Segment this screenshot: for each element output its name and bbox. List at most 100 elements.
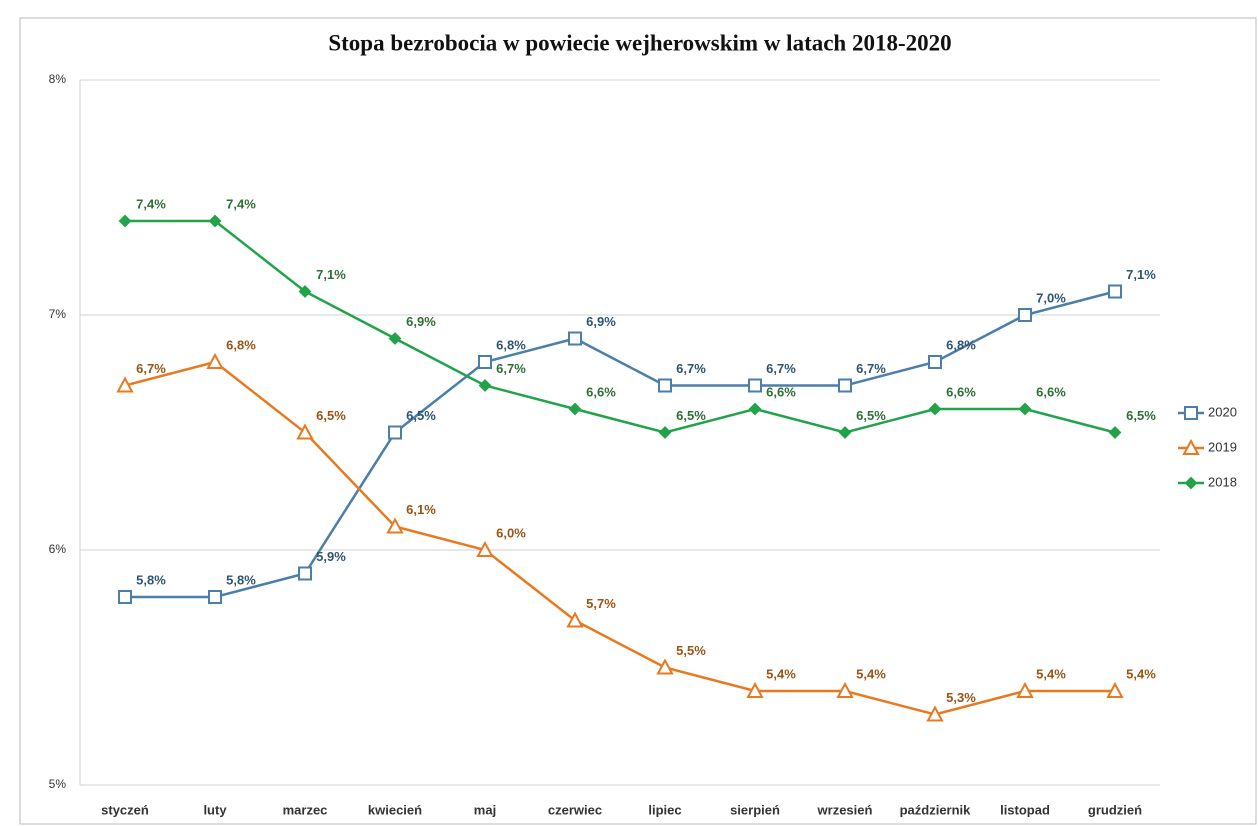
data-label: 6,6%	[586, 384, 616, 399]
data-label: 6,8%	[496, 337, 526, 352]
chart-title: Stopa bezrobocia w powiecie wejherowskim…	[328, 30, 951, 55]
series-marker	[838, 378, 852, 393]
series-marker	[926, 705, 944, 722]
series-marker	[478, 379, 492, 392]
series-marker	[118, 214, 132, 228]
data-label: 6,7%	[766, 361, 796, 376]
x-tick-label: sierpień	[730, 802, 780, 817]
series-marker	[208, 214, 222, 228]
series-marker	[566, 611, 584, 628]
data-label: 7,1%	[1126, 267, 1156, 282]
x-tick-label: czerwiec	[548, 802, 602, 817]
y-tick-label: 8%	[49, 72, 67, 86]
series-marker	[568, 402, 582, 416]
series-marker	[928, 355, 942, 369]
series-marker	[748, 378, 762, 393]
legend-label: 2019	[1208, 439, 1237, 454]
x-tick-label: lipiec	[648, 802, 681, 817]
data-label: 7,1%	[316, 267, 346, 282]
data-label: 6,5%	[1126, 408, 1156, 423]
series-marker	[476, 540, 494, 557]
series-marker	[928, 402, 942, 416]
data-label: 6,5%	[856, 408, 886, 423]
series-marker	[838, 426, 852, 439]
series-marker	[118, 590, 132, 604]
data-label: 6,6%	[766, 384, 796, 399]
legend-marker	[1184, 476, 1198, 490]
x-tick-label: luty	[203, 802, 227, 817]
x-tick-label: marzec	[283, 802, 328, 817]
data-label: 5,5%	[676, 643, 706, 658]
data-label: 6,7%	[856, 361, 886, 376]
series-line	[124, 360, 1115, 716]
y-tick-label: 6%	[49, 542, 67, 556]
data-label: 5,3%	[946, 690, 976, 705]
y-tick-label: 7%	[49, 307, 67, 321]
x-tick-label: listopad	[1000, 802, 1050, 817]
data-label: 6,5%	[316, 408, 346, 423]
data-label: 5,8%	[226, 572, 256, 587]
y-tick-label: 5%	[49, 777, 67, 791]
series-marker	[1018, 308, 1032, 322]
series-marker	[208, 590, 222, 604]
series-marker	[746, 681, 764, 698]
x-tick-label: kwiecień	[368, 802, 422, 817]
series-marker	[206, 352, 224, 369]
series-marker	[478, 355, 492, 369]
data-label: 6,6%	[946, 384, 976, 399]
series-marker	[298, 285, 312, 298]
data-label: 5,9%	[316, 549, 346, 564]
series-marker	[568, 331, 582, 346]
x-tick-label: październik	[900, 802, 972, 817]
series-marker	[748, 402, 762, 416]
data-label: 5,4%	[856, 666, 886, 681]
legend-marker	[1184, 406, 1198, 420]
data-label: 7,0%	[1036, 290, 1066, 305]
series-marker	[1108, 284, 1122, 299]
data-label: 6,5%	[676, 408, 706, 423]
series-marker	[836, 681, 854, 698]
series-marker	[1108, 426, 1122, 439]
data-label: 6,7%	[676, 361, 706, 376]
data-label: 5,4%	[766, 666, 796, 681]
chart-border	[19, 17, 1257, 825]
x-tick-label: maj	[474, 802, 496, 817]
series-marker	[658, 378, 672, 393]
legend-marker	[1182, 438, 1200, 455]
series-marker	[1106, 681, 1124, 698]
data-label: 6,5%	[406, 408, 436, 423]
legend-label: 2020	[1208, 404, 1237, 419]
series-marker	[296, 423, 314, 440]
data-label: 5,8%	[136, 572, 166, 587]
data-label: 5,4%	[1036, 666, 1066, 681]
x-tick-label: styczeń	[101, 802, 149, 817]
x-tick-label: grudzień	[1088, 802, 1142, 817]
series-marker	[1016, 681, 1034, 698]
data-label: 6,1%	[406, 502, 436, 517]
data-label: 6,7%	[136, 361, 166, 376]
legend-label: 2018	[1208, 474, 1237, 489]
series-marker	[388, 332, 402, 345]
series-marker	[658, 426, 672, 439]
data-label: 6,8%	[226, 337, 256, 352]
data-label: 5,4%	[1126, 666, 1156, 681]
data-label: 6,0%	[496, 525, 526, 540]
data-label: 6,6%	[1036, 384, 1066, 399]
series-marker	[386, 517, 404, 534]
series-marker	[656, 658, 674, 675]
data-label: 7,4%	[226, 196, 256, 211]
data-label: 6,7%	[496, 361, 526, 376]
data-label: 6,8%	[946, 337, 976, 352]
x-tick-label: wrzesień	[817, 802, 873, 817]
series-marker	[298, 566, 312, 581]
data-label: 6,9%	[406, 314, 436, 329]
series-line	[125, 219, 1116, 434]
data-label: 5,7%	[586, 596, 616, 611]
data-label: 7,4%	[136, 196, 166, 211]
data-label: 6,9%	[586, 314, 616, 329]
series-marker	[388, 425, 402, 440]
series-marker	[116, 376, 134, 393]
series-line	[125, 290, 1116, 599]
series-marker	[1018, 402, 1032, 416]
